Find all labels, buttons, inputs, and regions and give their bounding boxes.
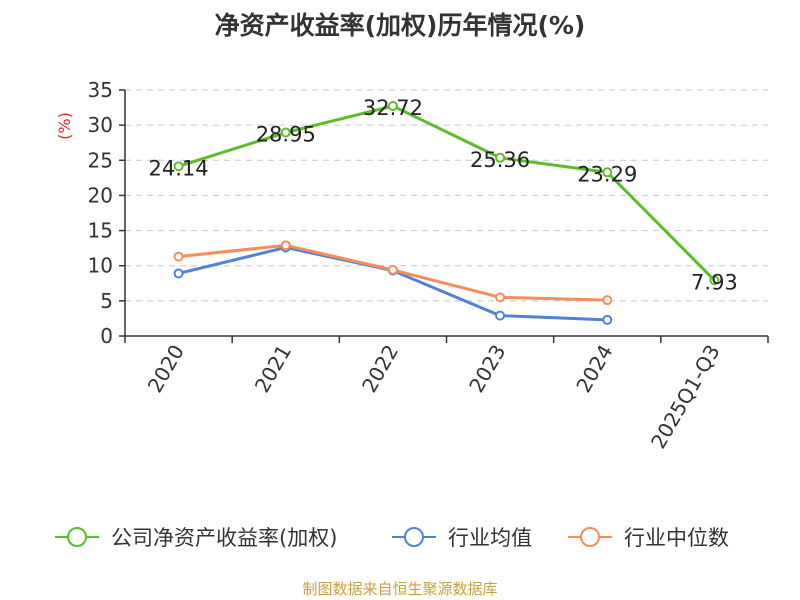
series-line	[178, 245, 608, 322]
data-point	[173, 268, 184, 279]
x-tick-label: 2024	[571, 341, 617, 397]
data-point	[280, 127, 291, 138]
y-tick-label: 5	[100, 289, 113, 313]
data-label: 32.72	[363, 96, 423, 120]
data-point	[495, 152, 506, 163]
data-label: 25.36	[470, 148, 530, 172]
y-tick-label: 0	[100, 324, 113, 348]
data-label: 23.29	[577, 162, 637, 186]
x-tick-label: 2025Q1-Q3	[646, 341, 725, 453]
data-label: 28.95	[256, 123, 316, 147]
y-tick-label: 15	[88, 219, 113, 243]
legend-label: 行业中位数	[624, 526, 729, 550]
x-tick-label: 2022	[357, 341, 403, 397]
y-tick-label: 20	[88, 183, 113, 207]
x-tick-label: 2021	[250, 341, 296, 397]
data-point	[173, 251, 184, 262]
legend-marker	[580, 527, 600, 547]
data-point	[387, 101, 398, 112]
series-line	[178, 104, 716, 282]
source-note: 制图数据来自恒生聚源数据库	[302, 580, 498, 598]
y-tick-label: 30	[88, 113, 113, 137]
data-point	[495, 310, 506, 321]
legend-label: 公司净资产收益率(加权)	[111, 526, 337, 550]
y-tick-label: 25	[88, 148, 113, 172]
data-point	[602, 295, 613, 306]
legend-marker	[67, 527, 87, 547]
data-point	[602, 167, 613, 178]
data-point	[173, 161, 184, 172]
data-point	[387, 264, 398, 275]
data-point	[709, 275, 720, 286]
data-point	[495, 292, 506, 303]
data-point	[602, 314, 613, 325]
legend-marker	[404, 527, 424, 547]
data-label: 7.93	[691, 270, 738, 294]
data-point	[280, 240, 291, 251]
legend-label: 行业均值	[448, 526, 532, 550]
chart-title: 净资产收益率(加权)历年情况(%)	[214, 11, 586, 40]
x-tick-label: 2023	[464, 341, 510, 397]
y-axis-title: (%)	[55, 112, 74, 140]
data-label: 24.14	[149, 156, 209, 180]
x-tick-label: 2020	[143, 341, 189, 397]
y-tick-label: 10	[88, 254, 113, 278]
y-tick-label: 35	[88, 78, 113, 102]
